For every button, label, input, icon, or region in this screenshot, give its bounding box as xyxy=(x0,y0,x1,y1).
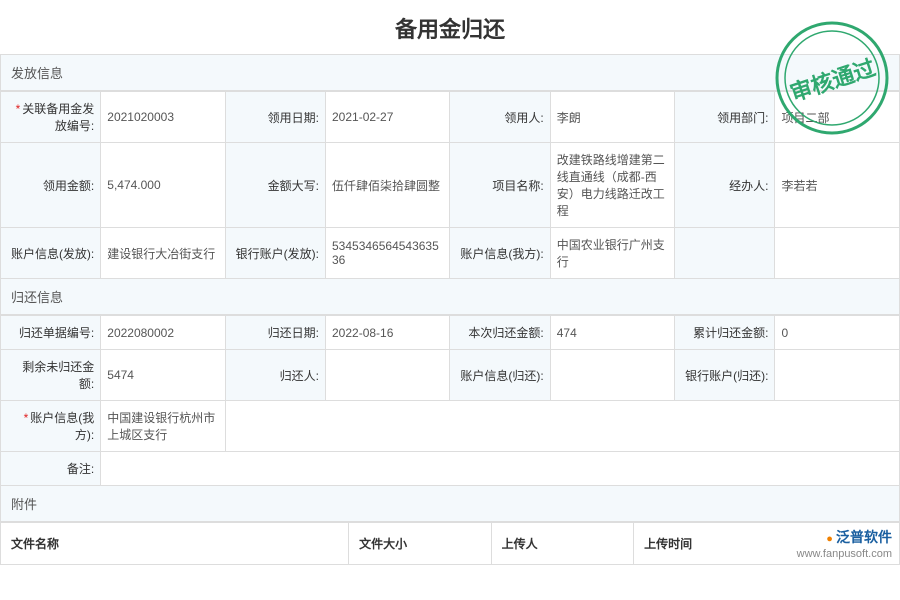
our-bank-value: 中国建设银行杭州市上城区支行 xyxy=(101,401,225,452)
rel-no-label: 关联备用金发放编号: xyxy=(1,92,101,143)
amount-cn-label: 金额大写: xyxy=(225,143,325,228)
this-amount-value: 474 xyxy=(550,316,674,350)
ret-bank-value xyxy=(550,350,674,401)
total-amount-label: 累计归还金额: xyxy=(675,316,775,350)
bank-our-label: 账户信息(我方): xyxy=(450,228,550,279)
slip-no-label: 归还单据编号: xyxy=(1,316,101,350)
issue-table: 关联备用金发放编号: 2021020003 领用日期: 2021-02-27 领… xyxy=(0,91,900,279)
amount-cn-value: 伍仟肆佰柒拾肆圆整 xyxy=(326,143,450,228)
remark-label: 备注: xyxy=(1,452,101,486)
ret-bank-no-label: 银行账户(归还): xyxy=(675,350,775,401)
remain-label: 剩余未归还金额: xyxy=(1,350,101,401)
returner-label: 归还人: xyxy=(225,350,325,401)
receiver-label: 领用人: xyxy=(450,92,550,143)
ret-date-value: 2022-08-16 xyxy=(326,316,450,350)
ret-date-label: 归还日期: xyxy=(225,316,325,350)
empty-row xyxy=(225,401,899,452)
rel-no-value: 2021020003 xyxy=(101,92,225,143)
handler-label: 经办人: xyxy=(675,143,775,228)
col-uploader: 上传人 xyxy=(491,523,634,565)
handler-value: 李若若 xyxy=(775,143,900,228)
bank-our-value: 中国农业银行广州支行 xyxy=(550,228,674,279)
returner-value xyxy=(326,350,450,401)
remark-value xyxy=(101,452,900,486)
receive-date-value: 2021-02-27 xyxy=(326,92,450,143)
project-value: 改建铁路线增建第二线直通线（成都-西安）电力线路迁改工程 xyxy=(550,143,674,228)
this-amount-label: 本次归还金额: xyxy=(450,316,550,350)
dept-value: 项目二部 xyxy=(775,92,900,143)
amount-value: 5,474.000 xyxy=(101,143,225,228)
bank-out-no-value: 534534656454363536 xyxy=(326,228,450,279)
receiver-value: 李朗 xyxy=(550,92,674,143)
section-return: 归还信息 xyxy=(0,279,900,315)
project-label: 项目名称: xyxy=(450,143,550,228)
empty-value xyxy=(775,228,900,279)
slip-no-value: 2022080002 xyxy=(101,316,225,350)
our-bank-label: 账户信息(我方): xyxy=(1,401,101,452)
col-name: 文件名称 xyxy=(1,523,349,565)
bank-out-label: 账户信息(发放): xyxy=(1,228,101,279)
amount-label: 领用金额: xyxy=(1,143,101,228)
col-size: 文件大小 xyxy=(349,523,492,565)
dept-label: 领用部门: xyxy=(675,92,775,143)
section-issue: 发放信息 xyxy=(0,54,900,91)
ret-bank-no-value xyxy=(775,350,900,401)
remain-value: 5474 xyxy=(101,350,225,401)
empty-label xyxy=(675,228,775,279)
section-attach: 附件 xyxy=(0,486,900,522)
page-title: 备用金归还 xyxy=(0,0,900,54)
receive-date-label: 领用日期: xyxy=(225,92,325,143)
attach-table: 文件名称 文件大小 上传人 上传时间 xyxy=(0,522,900,565)
bank-out-value: 建设银行大冶街支行 xyxy=(101,228,225,279)
footer-logo: ● 泛普软件 www.fanpusoft.com xyxy=(797,528,892,561)
ret-bank-label: 账户信息(归还): xyxy=(450,350,550,401)
bank-out-no-label: 银行账户(发放): xyxy=(225,228,325,279)
total-amount-value: 0 xyxy=(775,316,900,350)
return-table: 归还单据编号: 2022080002 归还日期: 2022-08-16 本次归还… xyxy=(0,315,900,486)
